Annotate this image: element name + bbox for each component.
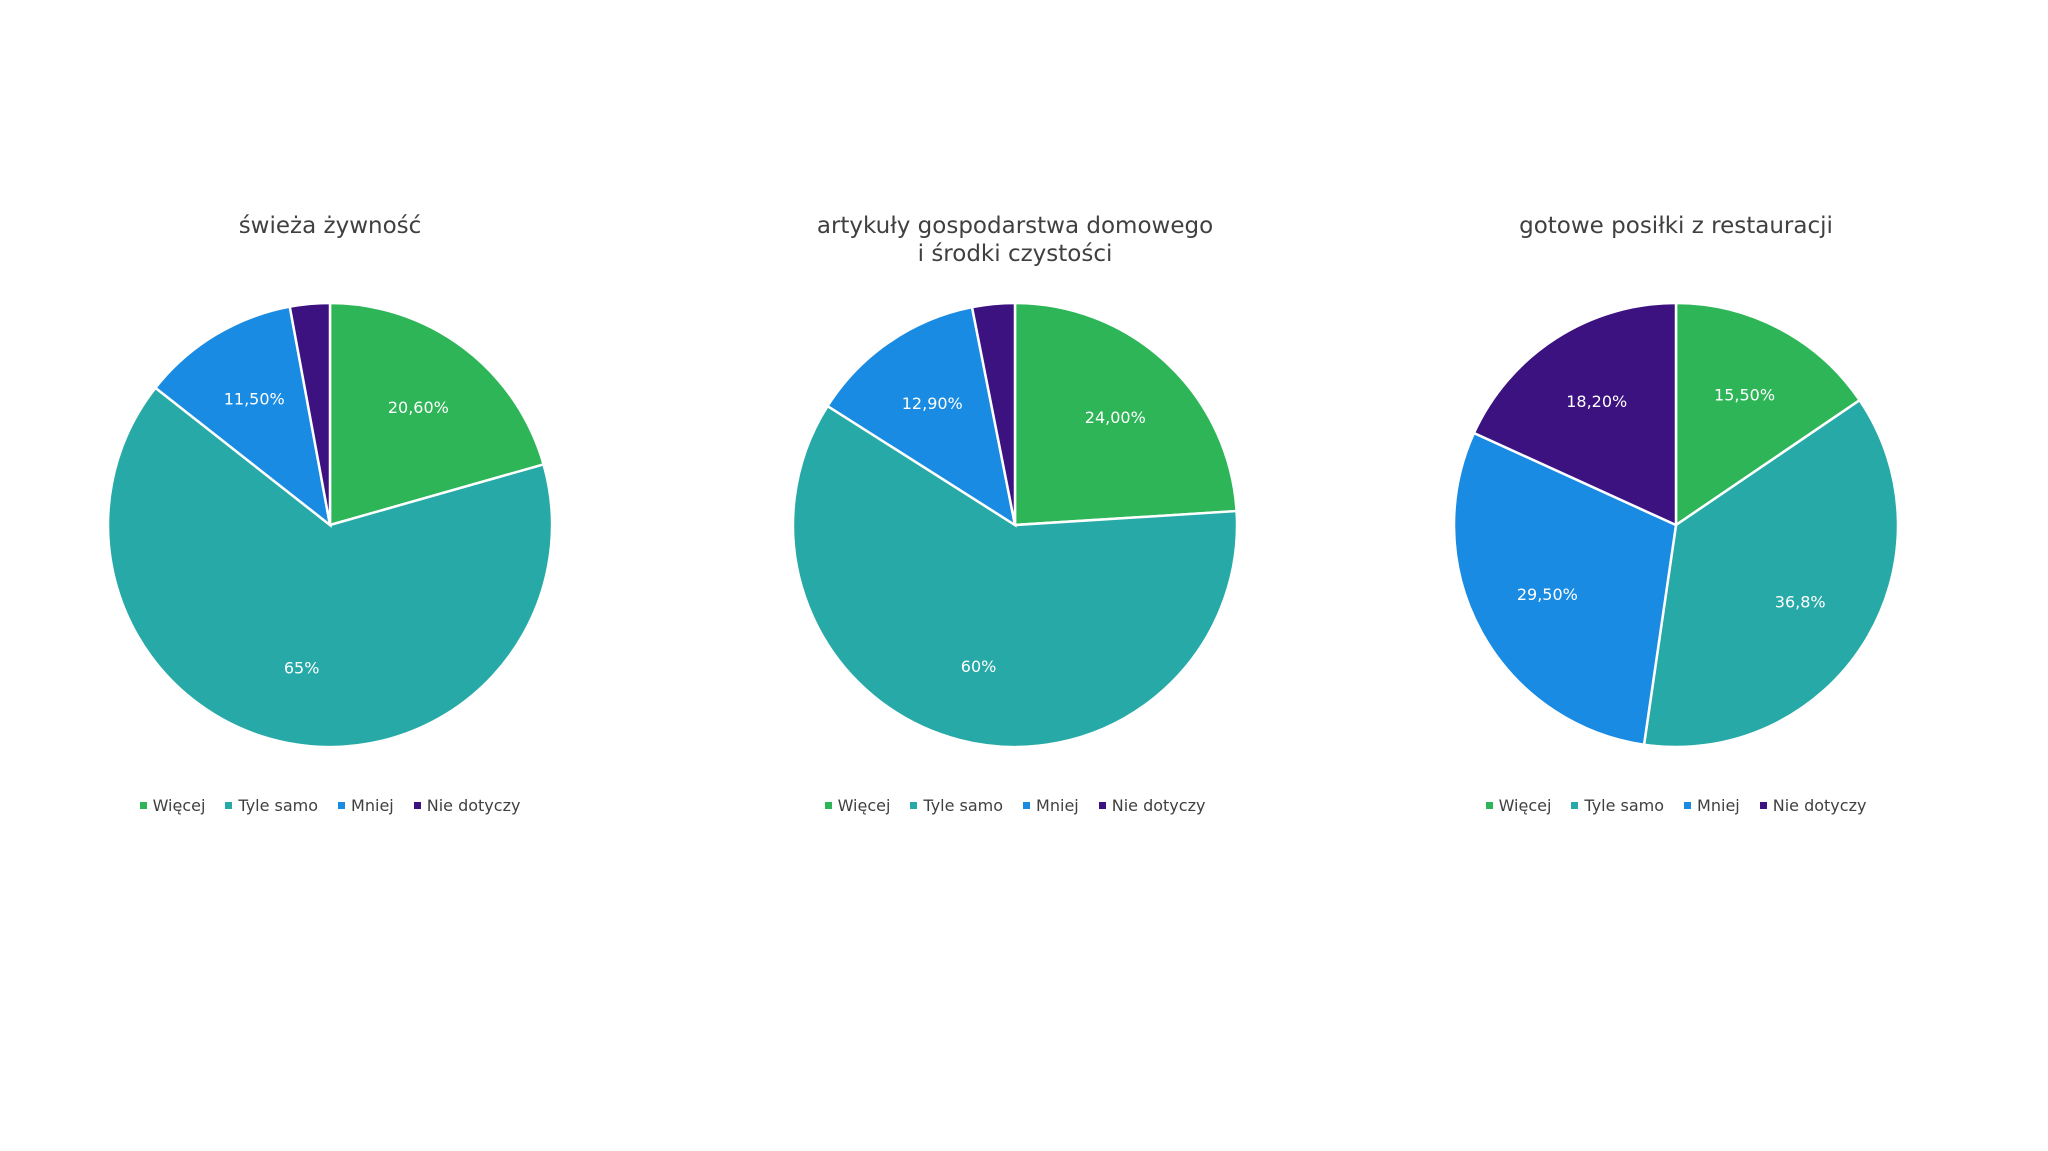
data-label: 60%	[961, 657, 997, 676]
legend-item: Mniej	[1684, 796, 1740, 815]
pie-slice-3	[1472, 301, 1678, 527]
legend: Więcej Tyle samo Mniej Nie dotyczy	[1376, 796, 1976, 815]
legend-item: Mniej	[1023, 796, 1079, 815]
legend-swatch	[1023, 802, 1031, 809]
legend-label: Nie dotyczy	[426, 796, 521, 815]
legend-item: Nie dotyczy	[1759, 796, 1867, 815]
legend: Więcej Tyle samo Mniej Nie dotyczy	[715, 796, 1315, 815]
legend-swatch	[1684, 802, 1692, 809]
legend-label: Tyle samo	[1584, 796, 1665, 815]
legend-item: Więcej	[1485, 796, 1552, 815]
pie-chart-household-items: artykuły gospodarstwa domowego i środki …	[715, 200, 1315, 840]
pie-slice-2	[825, 305, 1017, 528]
legend-item: Mniej	[338, 796, 394, 815]
data-label: 15,50%	[1714, 386, 1775, 405]
legend-label: Tyle samo	[923, 796, 1004, 815]
legend-swatch	[1485, 802, 1493, 809]
data-label: 36,8%	[1775, 593, 1826, 612]
legend-swatch	[910, 802, 918, 809]
pie-slice-2	[1452, 431, 1678, 747]
pie-svg: 20,60% 65% 11,50%	[106, 301, 554, 749]
pie-slice-0	[328, 301, 546, 527]
pie-slice-1	[791, 404, 1239, 749]
legend-label: Mniej	[1036, 796, 1079, 815]
pie-slice-2	[153, 305, 332, 529]
legend-swatch	[1098, 802, 1106, 809]
legend-label: Mniej	[351, 796, 394, 815]
pie-chart-restaurant-meals: gotowe posiłki z restauracji 15,50% 36,8%…	[1376, 200, 1976, 840]
pie-slice-0	[1013, 301, 1238, 527]
legend-swatch	[1759, 802, 1767, 809]
pie-slice-3	[970, 301, 1017, 526]
legend-item: Więcej	[824, 796, 891, 815]
legend-label: Więcej	[1498, 796, 1552, 815]
legend-item: Więcej	[139, 796, 206, 815]
pie-svg: 15,50% 36,8% 29,50% 18,20%	[1452, 301, 1900, 749]
pie-slice-3	[288, 301, 332, 526]
chart-title: świeża żywność	[238, 213, 422, 239]
legend-swatch	[338, 802, 346, 809]
legend-swatch	[1571, 802, 1579, 809]
data-label: 18,20%	[1566, 392, 1627, 411]
legend-item: Tyle samo	[1571, 796, 1664, 815]
legend-label: Tyle samo	[238, 796, 319, 815]
legend-swatch	[139, 802, 147, 809]
data-label: 12,90%	[902, 394, 963, 413]
data-label: 20,60%	[388, 398, 449, 417]
legend-item: Tyle samo	[225, 796, 318, 815]
pie-slice-1	[106, 386, 554, 749]
chart-title: gotowe posiłki z restauracji	[1519, 213, 1833, 239]
data-label: 65%	[284, 659, 320, 678]
data-label: 11,50%	[224, 390, 285, 409]
legend-label: Więcej	[152, 796, 206, 815]
legend-swatch	[413, 802, 421, 809]
pie-svg: 24,00% 60% 12,90%	[791, 301, 1239, 749]
pie-chart-fresh-food: świeża żywność 20,60% 65% 11,50% Więcej Tyl…	[30, 200, 630, 840]
legend-item: Nie dotyczy	[1098, 796, 1206, 815]
legend-swatch	[824, 802, 832, 809]
legend-item: Nie dotyczy	[413, 796, 521, 815]
data-label: 29,50%	[1517, 585, 1578, 604]
legend-label: Nie dotyczy	[1772, 796, 1867, 815]
pie-slice-1	[1642, 398, 1900, 749]
chart-title: artykuły gospodarstwa domowego i środki …	[816, 213, 1214, 267]
legend-label: Nie dotyczy	[1111, 796, 1206, 815]
legend: Więcej Tyle samo Mniej Nie dotyczy	[30, 796, 630, 815]
pie-slice-0	[1674, 301, 1862, 528]
legend-label: Więcej	[837, 796, 891, 815]
legend-item: Tyle samo	[910, 796, 1003, 815]
data-label: 24,00%	[1085, 408, 1146, 427]
legend-label: Mniej	[1697, 796, 1740, 815]
legend-swatch	[225, 802, 233, 809]
